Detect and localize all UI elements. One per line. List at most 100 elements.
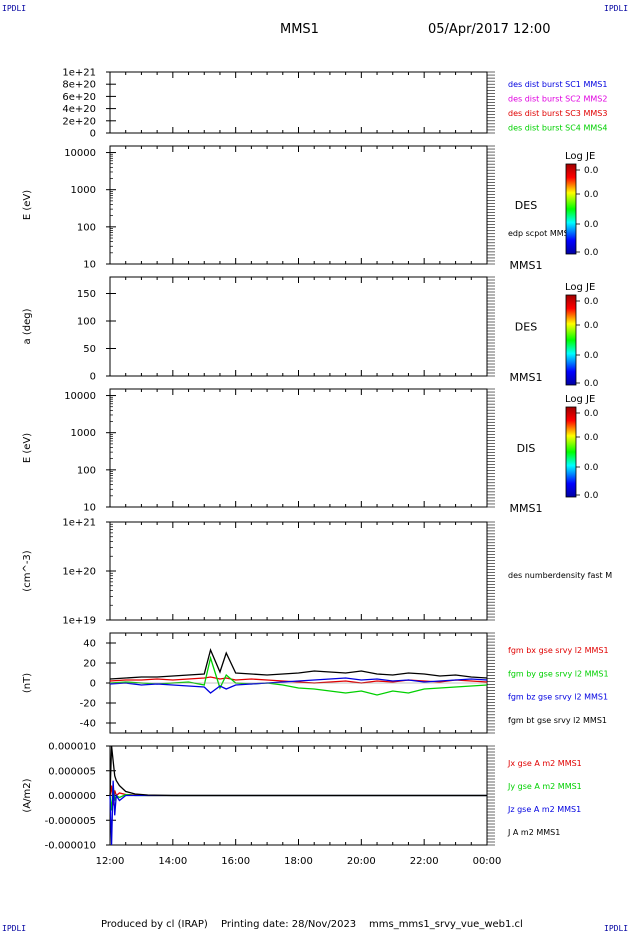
x-tick-label: 20:00: [347, 856, 376, 867]
y-tick-label: 0.000010: [48, 742, 96, 753]
legend-entry: Jz gse A m2 MMS1: [507, 805, 581, 814]
footer-produced-by: Produced by cl (IRAP): [101, 919, 208, 930]
y-tick-label: 10000: [64, 148, 96, 159]
y-axis-label: (cm^-3): [22, 550, 33, 591]
colorbar: [565, 406, 577, 498]
y-tick-label: 10: [83, 260, 96, 271]
legend-entry: fgm bx gse srvy l2 MMS1: [508, 646, 609, 655]
colorbar-tick-label: 0.0: [584, 297, 599, 307]
y-tick-label: 1000: [71, 428, 96, 439]
y-tick-label: 10: [83, 503, 96, 514]
colorbar-title: Log JE: [565, 151, 595, 162]
legend-entry: des dist burst SC4 MMS4: [508, 124, 607, 133]
y-tick-label: 1e+21: [62, 518, 96, 529]
colorbar-tick-label: 0.0: [584, 351, 599, 361]
panel-sublabel: MMS1: [510, 502, 543, 515]
colorbar-tick-label: 0.0: [584, 190, 599, 200]
legend-entry: des dist burst SC1 MMS1: [508, 80, 607, 89]
colorbar: [565, 294, 577, 386]
y-tick-label: 0: [90, 129, 96, 140]
panel-des-pitch-frame: [109, 276, 488, 377]
legend-entry: J A m2 MMS1: [507, 828, 560, 837]
panel-label: DES: [515, 199, 537, 212]
colorbar-tick-label: 0.0: [584, 166, 599, 176]
corner-label-top-right: IPDLI: [604, 4, 629, 13]
colorbar-tick-label: 0.0: [584, 321, 599, 331]
colorbar-title: Log JE: [565, 394, 595, 405]
y-tick-label: 0: [90, 679, 96, 690]
y-tick-label: -0.000005: [45, 816, 96, 827]
series-line: [109, 648, 488, 680]
panel-label: DIS: [517, 442, 536, 455]
y-tick-label: 1000: [71, 185, 96, 196]
legend-entry: fgm bz gse srvy l2 MMS1: [508, 693, 608, 702]
legend-entry: fgm bt gse srvy l2 MMS1: [508, 716, 607, 725]
y-tick-label: 10000: [64, 391, 96, 402]
colorbar-tick-label: 0.0: [584, 220, 599, 230]
panel-dist-burst-frame: [109, 71, 488, 134]
series-line: [109, 780, 487, 846]
legend-entry: des dist burst SC3 MMS3: [508, 109, 607, 118]
y-tick-label: 40: [83, 639, 96, 650]
y-tick-label: 1e+19: [62, 616, 96, 627]
panel-des-energy-frame: [109, 145, 488, 265]
y-tick-label: 0: [90, 372, 96, 383]
x-tick-label: 16:00: [221, 856, 250, 867]
y-tick-label: -0.000010: [45, 841, 96, 852]
series-line: [109, 745, 487, 797]
panel-label: DES: [515, 321, 537, 334]
y-tick-label: 4e+20: [62, 104, 96, 115]
series-line: [109, 677, 488, 694]
colorbar-title: Log JE: [565, 282, 595, 293]
corner-label-top-left: IPDLI: [2, 4, 27, 13]
panel-dis-energy-frame: [109, 388, 488, 508]
legend-entry: des numberdensity fast M: [508, 571, 612, 580]
panel-density-frame: [109, 521, 488, 621]
y-tick-label: 20: [83, 659, 96, 670]
y-axis-label: E (eV): [22, 433, 33, 463]
corner-label-bottom-left: IPDLI: [2, 924, 27, 933]
y-tick-label: 100: [77, 465, 96, 476]
colorbar-tick-label: 0.0: [584, 409, 599, 419]
panel-sublabel: MMS1: [510, 259, 543, 272]
y-tick-label: 0.000000: [48, 791, 96, 802]
colorbar-tick-label: 0.0: [584, 491, 599, 501]
legend-entry: Jx gse A m2 MMS1: [507, 759, 582, 768]
corner-label-bottom-right: IPDLI: [604, 924, 629, 933]
legend-entry: Jy gse A m2 MMS1: [507, 782, 582, 791]
footer-printing-date: Printing date: 28/Nov/2023: [221, 919, 357, 930]
y-axis-label: (nT): [22, 673, 33, 693]
datetime-title: 05/Apr/2017 12:00: [428, 22, 551, 37]
series-line: [109, 785, 487, 811]
x-tick-label: 14:00: [158, 856, 187, 867]
series-line: [109, 676, 488, 684]
x-tick-label: 00:00: [473, 856, 502, 867]
y-tick-label: 0.000005: [48, 766, 96, 777]
y-tick-label: -20: [80, 699, 96, 710]
y-tick-label: -40: [80, 719, 96, 730]
y-axis-label: (A/m2): [22, 778, 33, 812]
spacecraft-title: MMS1: [280, 22, 319, 37]
y-tick-label: 1e+21: [62, 68, 96, 79]
colorbar-tick-label: 0.0: [584, 463, 599, 473]
x-tick-label: 12:00: [96, 856, 125, 867]
colorbar: [565, 163, 577, 255]
panel-sublabel: MMS1: [510, 371, 543, 384]
legend-entry: fgm by gse srvy l2 MMS1: [508, 669, 609, 678]
y-tick-label: 8e+20: [62, 80, 96, 91]
y-tick-label: 150: [77, 289, 96, 300]
y-tick-label: 2e+20: [62, 116, 96, 127]
colorbar-tick-label: 0.0: [584, 379, 599, 389]
x-tick-label: 18:00: [284, 856, 313, 867]
y-axis-label: E (eV): [22, 190, 33, 220]
x-tick-label: 22:00: [410, 856, 439, 867]
colorbar-tick-label: 0.0: [584, 248, 599, 258]
series-line: [109, 655, 488, 696]
panel-legend-secondary: edp scpot MMS1: [508, 229, 574, 238]
legend-entry: des dist burst SC2 MMS2: [508, 95, 607, 104]
y-tick-label: 100: [77, 222, 96, 233]
y-tick-label: 1e+20: [62, 567, 96, 578]
y-tick-label: 50: [83, 344, 96, 355]
y-tick-label: 100: [77, 317, 96, 328]
